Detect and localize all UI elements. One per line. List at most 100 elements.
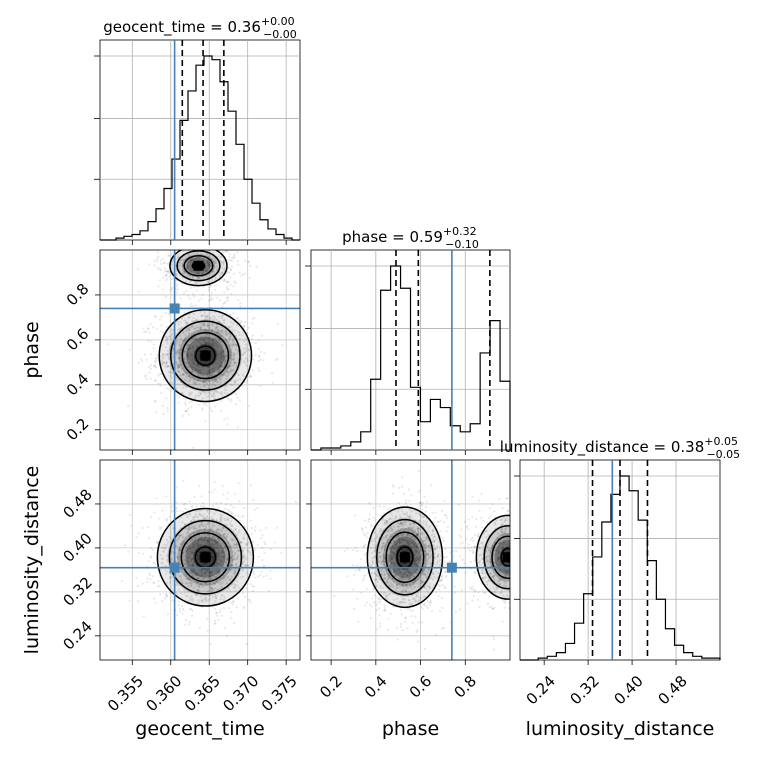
scatter-point bbox=[271, 372, 273, 374]
scatter-point bbox=[436, 525, 438, 527]
scatter-point bbox=[200, 244, 202, 246]
scatter-point bbox=[200, 505, 202, 507]
scatter-point bbox=[198, 485, 200, 487]
scatter-point bbox=[252, 334, 254, 336]
scatter-point bbox=[235, 403, 237, 405]
scatter-point bbox=[443, 627, 445, 629]
scatter-point bbox=[227, 397, 229, 399]
scatter-point bbox=[178, 241, 180, 243]
scatter-point bbox=[158, 518, 160, 520]
scatter-point bbox=[159, 593, 161, 595]
scatter-point bbox=[165, 279, 167, 281]
scatter-point bbox=[422, 608, 424, 610]
scatter-point bbox=[162, 331, 164, 333]
scatter-point bbox=[169, 320, 171, 322]
scatter-point bbox=[236, 397, 238, 399]
scatter-point bbox=[162, 276, 164, 278]
scatter-point bbox=[146, 577, 148, 579]
scatter-point bbox=[443, 556, 445, 558]
scatter-point bbox=[162, 258, 164, 260]
scatter-point bbox=[262, 534, 264, 536]
scatter-point bbox=[182, 415, 184, 417]
scatter-point bbox=[185, 404, 187, 406]
scatter-point bbox=[185, 410, 187, 412]
scatter-point bbox=[168, 255, 170, 257]
scatter-point bbox=[230, 268, 232, 270]
scatter-point bbox=[171, 278, 173, 280]
scatter-point bbox=[236, 606, 238, 608]
scatter-point bbox=[159, 528, 161, 530]
scatter-point bbox=[425, 510, 427, 512]
scatter-point bbox=[236, 251, 238, 253]
scatter-point bbox=[439, 530, 441, 532]
scatter-point bbox=[516, 565, 518, 567]
scatter-point bbox=[226, 288, 228, 290]
scatter-point bbox=[378, 614, 380, 616]
scatter-point bbox=[233, 506, 235, 508]
scatter-point bbox=[127, 405, 129, 407]
scatter-point bbox=[204, 420, 206, 422]
scatter-point bbox=[281, 344, 283, 346]
scatter-point bbox=[233, 273, 235, 275]
scatter-point bbox=[190, 287, 192, 289]
scatter-point bbox=[164, 262, 166, 264]
scatter-point bbox=[189, 501, 191, 503]
scatter-point bbox=[352, 549, 354, 551]
scatter-point bbox=[230, 504, 232, 506]
scatter-point bbox=[205, 404, 207, 406]
scatter-point bbox=[166, 270, 168, 272]
scatter-point bbox=[162, 289, 164, 291]
scatter-point bbox=[231, 266, 233, 268]
scatter-point bbox=[165, 296, 167, 298]
scatter-point bbox=[368, 518, 370, 520]
scatter-point bbox=[237, 515, 239, 517]
scatter-point bbox=[165, 397, 167, 399]
scatter-point bbox=[251, 527, 253, 529]
scatter-point bbox=[363, 545, 365, 547]
scatter-point bbox=[178, 242, 180, 244]
scatter-point bbox=[196, 246, 198, 248]
scatter-point bbox=[148, 372, 150, 374]
scatter-point bbox=[189, 298, 191, 300]
scatter-point bbox=[258, 556, 260, 558]
scatter-point bbox=[377, 597, 379, 599]
scatter-point bbox=[400, 623, 402, 625]
scatter-point bbox=[176, 510, 178, 512]
scatter-point bbox=[270, 548, 272, 550]
scatter-point bbox=[219, 299, 221, 301]
scatter-point bbox=[130, 525, 132, 527]
scatter-point bbox=[511, 547, 513, 549]
scatter-point bbox=[426, 605, 428, 607]
scatter-point bbox=[215, 502, 217, 504]
scatter-point bbox=[272, 382, 274, 384]
scatter-point bbox=[434, 517, 436, 519]
scatter-point bbox=[147, 560, 149, 562]
scatter-point bbox=[446, 530, 448, 532]
scatter-point bbox=[147, 340, 149, 342]
scatter-point bbox=[211, 410, 213, 412]
scatter-point bbox=[219, 280, 221, 282]
scatter-point bbox=[148, 328, 150, 330]
scatter-point bbox=[408, 489, 410, 491]
scatter-point bbox=[269, 578, 271, 580]
scatter-point bbox=[150, 353, 152, 355]
scatter-point bbox=[407, 627, 409, 629]
scatter-point bbox=[255, 266, 257, 268]
scatter-point bbox=[392, 493, 394, 495]
scatter-point bbox=[214, 608, 216, 610]
scatter-point bbox=[173, 244, 175, 246]
scatter-point bbox=[261, 559, 263, 561]
scatter-point bbox=[146, 581, 148, 583]
scatter-point bbox=[510, 575, 512, 577]
scatter-point bbox=[252, 541, 254, 543]
scatter-point bbox=[203, 403, 205, 405]
scatter-point bbox=[257, 339, 259, 341]
scatter-point bbox=[172, 242, 174, 244]
scatter-point bbox=[230, 617, 232, 619]
scatter-point bbox=[137, 585, 139, 587]
scatter-point bbox=[129, 514, 131, 516]
title-luminosity_distance: luminosity_distance = 0.38+0.05−0.05 bbox=[500, 435, 740, 461]
scatter-point bbox=[159, 319, 161, 321]
scatter-point bbox=[257, 576, 259, 578]
scatter-point bbox=[252, 571, 254, 573]
